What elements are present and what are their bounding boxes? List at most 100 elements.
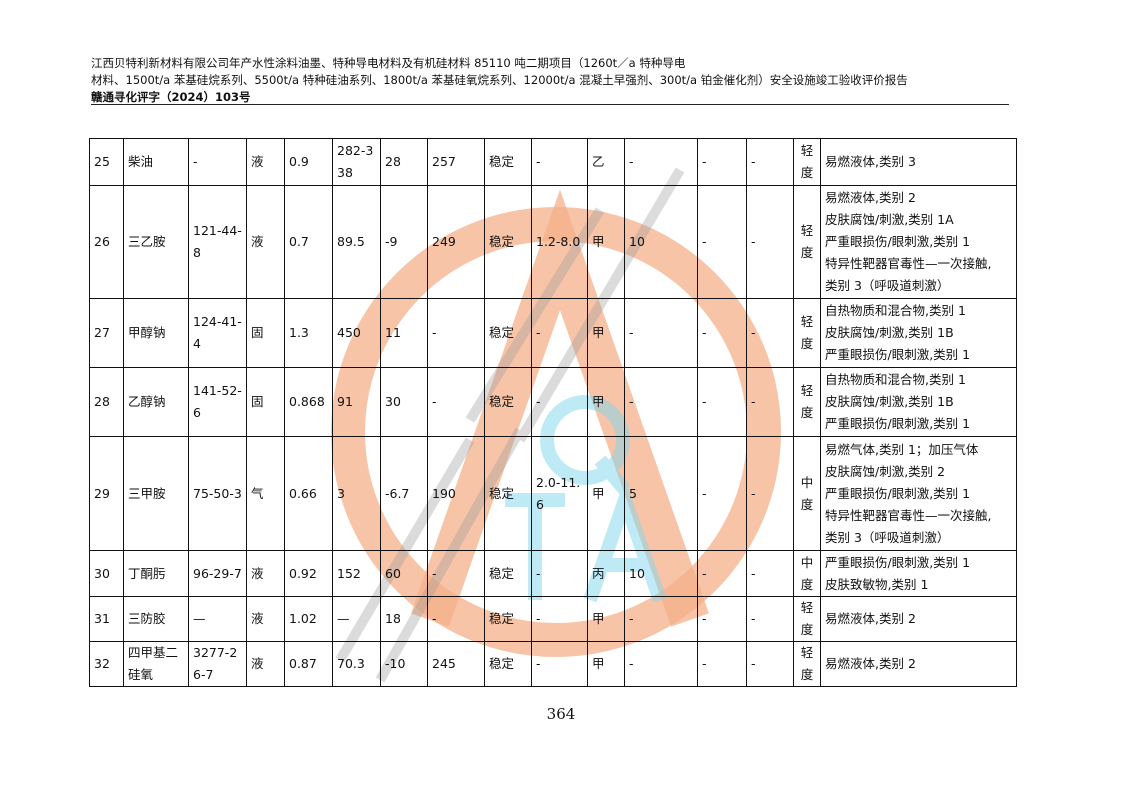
fire-hazard-class: 甲: [587, 436, 625, 551]
report-title-line-2: 材料、1500t/a 苯基硅烷系列、5500t/a 特种硅油系列、1800t/a…: [91, 73, 908, 87]
hazard-line: 严重眼损伤/眼刺激,类别 1: [825, 554, 971, 570]
hazard-line: 特异性靶器官毒性—一次接触,: [825, 507, 992, 523]
column-13-value: -: [697, 298, 747, 368]
explosion-limit: -: [531, 550, 588, 597]
hazard-classification: 易燃液体,类别 2: [820, 641, 1017, 687]
column-12-value: 10: [624, 185, 698, 299]
boiling-point: 89.5: [332, 185, 381, 299]
physical-state: 液: [246, 185, 285, 299]
explosion-limit: -: [531, 138, 588, 186]
cas-number: 124-41-4: [188, 298, 247, 368]
relative-density: 1.3: [284, 298, 333, 368]
flash-point: 60: [380, 550, 428, 597]
boiling-point: 450: [332, 298, 381, 368]
chemical-name: 三乙胺: [123, 185, 189, 299]
column-14-value: -: [746, 641, 794, 687]
explosion-limit: -: [531, 367, 588, 437]
hazard-line: 皮肤腐蚀/刺激,类别 1A: [825, 212, 954, 227]
fire-hazard-class: 甲: [587, 367, 625, 437]
fire-hazard-class: 甲: [587, 641, 625, 687]
table-row: 31 三防胶 — 液 1.02—18- 稳定 - 甲 - - - 轻度 易燃液体,类别 2: [89, 596, 1017, 642]
chemical-name: 丁酮肟: [123, 550, 189, 597]
fire-hazard-class: 丙: [587, 550, 625, 597]
relative-density: 1.02: [284, 596, 333, 642]
column-12-value: -: [624, 367, 698, 437]
hazard-classification: 易燃液体,类别 3: [820, 138, 1017, 186]
hazard-line: 易燃液体,类别 2: [825, 190, 916, 205]
fire-hazard-class: 乙: [587, 138, 625, 186]
row-number: 27: [89, 298, 124, 368]
boiling-point: —: [332, 596, 381, 642]
stability: 稳定: [484, 138, 532, 186]
explosion-limit: -: [531, 298, 588, 368]
explosion-limit: -: [531, 641, 588, 687]
hazard-line: 易燃气体,类别 1；加压气体: [825, 441, 979, 457]
hazard-line: 皮肤腐蚀/刺激,类别 1B: [825, 394, 954, 409]
row-number: 30: [89, 550, 124, 597]
cas-number: 96-29-7: [188, 550, 247, 597]
flash-point: 28: [380, 138, 428, 186]
hazard-classification: 易燃气体,类别 1；加压气体 皮肤腐蚀/刺激,类别 2 严重眼损伤/眼刺激,类别 1…: [820, 436, 1017, 551]
fire-hazard-class: 甲: [587, 298, 625, 368]
relative-density: 0.92: [284, 550, 333, 597]
flash-point: 11: [380, 298, 428, 368]
physical-state: 气: [246, 436, 285, 551]
report-title-line-1: 江西贝特利新材料有限公司年产水性涂料油墨、特种导电材料及有机硅材料 85110 …: [91, 56, 686, 70]
stability: 稳定: [484, 367, 532, 437]
hazard-degree: 轻度: [793, 185, 821, 299]
explosion-limit: -: [531, 596, 588, 642]
relative-density: 0.87: [284, 641, 333, 687]
row-number: 29: [89, 436, 124, 551]
hazard-line: 皮肤腐蚀/刺激,类别 1B: [825, 325, 954, 340]
table-row: 29 三甲胺 75-50-3 气 0.66 3 -6.7 190 稳定 2.0-11.6 甲 5- - 中…: [89, 436, 1017, 551]
hazard-degree: 轻度: [793, 641, 821, 687]
autoignition-temp: 257: [427, 138, 485, 186]
column-12-value: -: [624, 138, 698, 186]
boiling-point: 282-338: [332, 138, 381, 186]
physical-state: 液: [246, 138, 285, 186]
physical-state: 固: [246, 298, 285, 368]
column-13-value: -: [697, 641, 747, 687]
stability: 稳定: [484, 298, 532, 368]
hazard-degree: 轻度: [793, 596, 821, 642]
column-13-value: -: [697, 550, 747, 597]
flash-point: -6.7: [380, 436, 428, 551]
hazard-classification: 易燃液体,类别 2 皮肤腐蚀/刺激,类别 1A 严重眼损伤/眼刺激,类别 1 特异性靶…: [820, 185, 1017, 299]
hazard-classification: 自热物质和混合物,类别 1 皮肤腐蚀/刺激,类别 1B 严重眼损伤/眼刺激,类别 1: [820, 298, 1017, 368]
table-row: 25 柴油 - 液 0.9 282-338 28 257 稳定 - 乙 - - - 轻度 易燃液体,类别 3: [89, 138, 1017, 186]
hazard-line: 皮肤致敏物,类别 1: [825, 576, 929, 592]
hazard-degree: 中度: [793, 436, 821, 551]
column-12-value: 10: [624, 550, 698, 597]
chemical-name: 四甲基二硅氧: [123, 641, 189, 687]
column-12-value: -: [624, 596, 698, 642]
boiling-point: 3: [332, 436, 381, 551]
hazard-degree: 中度: [793, 550, 821, 597]
column-12-value: 5: [624, 436, 698, 551]
autoignition-temp: 249: [427, 185, 485, 299]
stability: 稳定: [484, 550, 532, 597]
autoignition-temp: -: [427, 367, 485, 437]
flash-point: -10: [380, 641, 428, 687]
autoignition-temp: -: [427, 550, 485, 597]
column-12-value: -: [624, 298, 698, 368]
table-row: 26 三乙胺 121-44-8 液 0.7 89.5 -9 249 稳定 1.2-8.0 甲 10- -…: [89, 185, 1017, 299]
hazard-line: 类别 3（呼吸道刺激）: [825, 278, 950, 293]
row-number: 25: [89, 138, 124, 186]
column-14-value: -: [746, 185, 794, 299]
relative-density: 0.9: [284, 138, 333, 186]
table-row: 30 丁酮肟 96-29-7 液 0.92 152 60- 稳定 - 丙 10- - 中度 严重眼损伤/眼…: [89, 550, 1017, 597]
chemical-name: 柴油: [123, 138, 189, 186]
row-number: 28: [89, 367, 124, 437]
document-header: 江西贝特利新材料有限公司年产水性涂料油墨、特种导电材料及有机硅材料 85110 …: [91, 55, 1011, 106]
column-14-value: -: [746, 138, 794, 186]
physical-state: 液: [246, 596, 285, 642]
column-14-value: -: [746, 436, 794, 551]
column-14-value: -: [746, 550, 794, 597]
cas-number: 121-44-8: [188, 185, 247, 299]
explosion-limit: 1.2-8.0: [531, 185, 588, 299]
row-number: 32: [89, 641, 124, 687]
column-13-value: -: [697, 367, 747, 437]
hazard-line: 自热物质和混合物,类别 1: [825, 372, 966, 387]
header-rule: [91, 104, 1009, 105]
